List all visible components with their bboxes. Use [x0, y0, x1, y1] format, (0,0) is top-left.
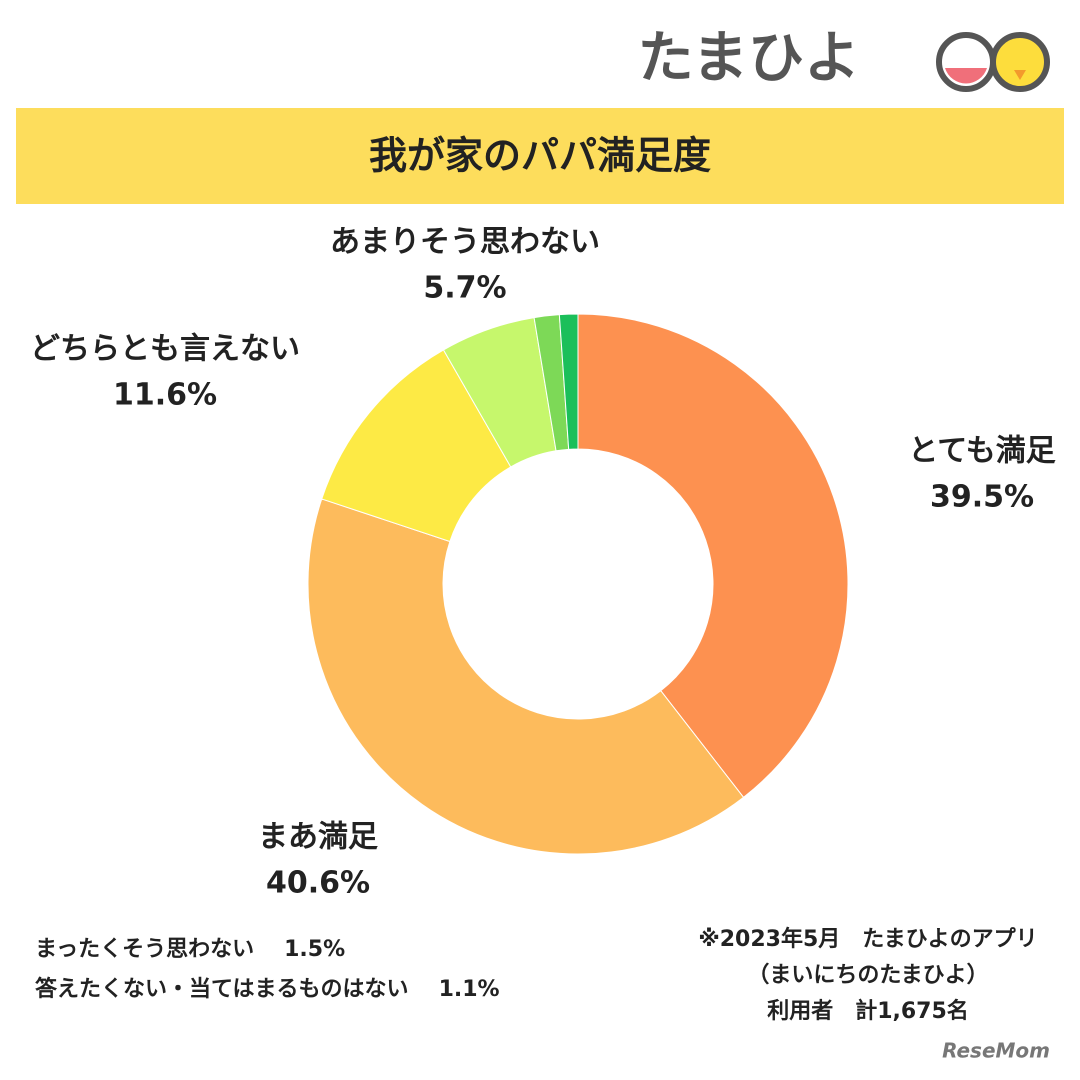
- watermark: ReseMom: [942, 1039, 1050, 1063]
- small-slice-name: まったくそう思わない: [35, 937, 254, 962]
- small-slice-value: 1.5%: [284, 937, 345, 962]
- small-slice-value: 1.1%: [439, 977, 500, 1002]
- slice-value-label: 40.6%: [266, 866, 370, 901]
- small-slice-label: まったくそう思わない 1.5%: [35, 937, 345, 962]
- slice-label: あまりそう思わない: [330, 225, 600, 260]
- footnote: ※2023年5月 たまひよのアプリ: [698, 926, 1037, 952]
- footnote: （まいにちのたまひよ）: [747, 963, 988, 988]
- slice-label: とても満足: [908, 434, 1056, 469]
- donut-slice: [558, 313, 579, 450]
- slice-label: どちらとも言えない: [30, 332, 300, 367]
- footnote: 利用者 計1,675名: [767, 998, 969, 1024]
- slice-value-label: 39.5%: [930, 480, 1034, 515]
- logo-icons: [936, 32, 1050, 92]
- slice-value-label: 11.6%: [113, 378, 217, 413]
- chart-title: 我が家のパパ満足度: [369, 134, 711, 178]
- brand-logo: たまひよ: [638, 26, 860, 91]
- slice-value-label: 5.7%: [423, 271, 506, 306]
- title-band: [16, 108, 1064, 204]
- donut-slice: [307, 498, 745, 855]
- slice-label: まあ満足: [258, 820, 378, 855]
- small-slice-label: 答えたくない・当てはまるものはない 1.1%: [35, 976, 500, 1002]
- donut-slice: [577, 313, 849, 799]
- small-slice-name: 答えたくない・当てはまるものはない: [35, 976, 409, 1002]
